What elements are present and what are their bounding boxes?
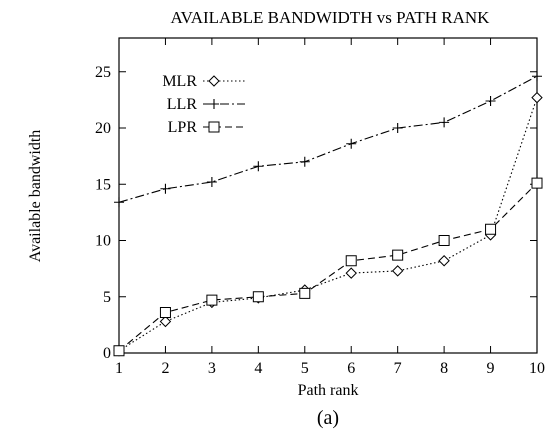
point-llr <box>253 161 264 172</box>
series-line-llr <box>118 75 538 203</box>
point-lpr <box>438 235 450 246</box>
chart-title: AVAILABLE BANDWIDTH vs PATH RANK <box>171 8 491 27</box>
legend-label-llr: LLR <box>167 96 198 113</box>
x-tick-label: 10 <box>529 360 545 377</box>
point-lpr <box>392 249 404 261</box>
x-tick-label: 2 <box>161 360 169 377</box>
point-llr <box>206 177 217 187</box>
x-axis-label: Path rank <box>298 382 359 399</box>
y-tick-label: 20 <box>95 120 111 137</box>
y-axis-label: Available bandwidth <box>27 130 44 263</box>
legend-item-llr: LLR <box>167 96 245 113</box>
point-llr <box>160 183 171 194</box>
series-lpr <box>113 177 543 357</box>
point-llr <box>485 96 496 106</box>
series-line-lpr <box>118 182 538 352</box>
point-lpr <box>485 223 497 235</box>
x-tick-label: 7 <box>394 360 402 377</box>
legend-item-mlr: MLR <box>162 73 245 90</box>
point-lpr <box>252 291 264 303</box>
series-layer <box>113 71 543 357</box>
y-tick-label: 0 <box>103 345 111 362</box>
point-mlr <box>391 265 404 277</box>
x-tick-label: 4 <box>254 360 262 377</box>
point-llr <box>532 71 542 82</box>
point-lpr <box>159 307 171 318</box>
x-tick-label: 1 <box>115 360 123 377</box>
x-tick-label: 8 <box>440 360 448 377</box>
point-lpr <box>345 255 357 267</box>
point-llr <box>299 156 310 167</box>
y-tick-label: 15 <box>95 176 111 193</box>
point-llr <box>439 117 450 128</box>
point-lpr <box>113 345 125 357</box>
series-llr <box>114 71 542 208</box>
point-lpr <box>206 294 218 306</box>
x-tick-label: 9 <box>487 360 495 377</box>
point-lpr <box>531 177 543 189</box>
x-tick-label: 6 <box>347 360 355 377</box>
x-tick-label: 5 <box>301 360 309 377</box>
y-tick-label: 10 <box>95 233 111 250</box>
point-mlr <box>531 91 543 104</box>
x-axis: 1 2 3 4 5 6 7 8 9 10 <box>115 38 545 377</box>
point-llr <box>346 138 357 149</box>
point-llr <box>114 197 124 208</box>
point-llr <box>392 123 403 133</box>
y-tick-label: 5 <box>103 289 111 306</box>
point-mlr <box>159 315 172 328</box>
x-tick-label: 3 <box>208 360 216 377</box>
point-lpr <box>299 287 311 299</box>
y-tick-label: 25 <box>95 64 111 81</box>
legend-item-lpr: LPR <box>168 119 245 136</box>
legend-marker-mlr <box>208 75 220 87</box>
legend-label-lpr: LPR <box>168 119 198 136</box>
series-line-mlr <box>118 97 538 352</box>
legend-marker-llr <box>209 99 219 109</box>
figure-caption: (a) <box>317 407 339 429</box>
plot-frame <box>118 37 538 354</box>
legend: MLR LLR LPR <box>162 73 245 136</box>
point-mlr <box>438 255 450 267</box>
point-mlr <box>345 267 357 279</box>
legend-marker-lpr <box>208 121 220 133</box>
legend-label-mlr: MLR <box>162 73 197 90</box>
